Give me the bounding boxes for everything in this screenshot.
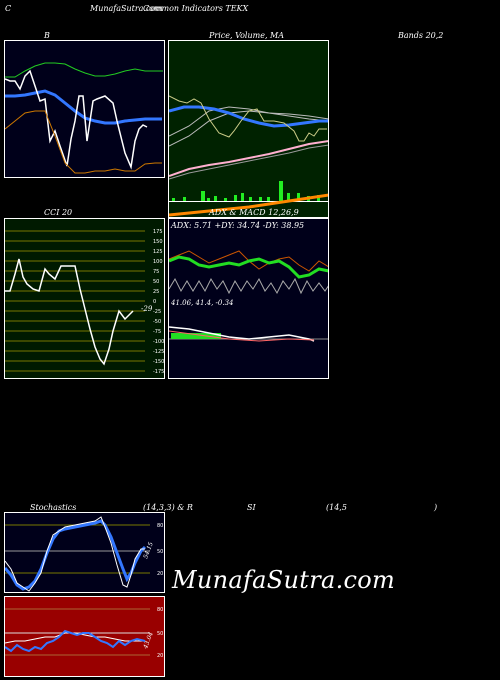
adx-svg: 41.06, 41.4, -0.34 xyxy=(169,250,328,342)
stoch-label-left: Stochastics xyxy=(30,503,77,512)
cci-tick: -150 xyxy=(153,359,164,365)
rsi-white-line xyxy=(5,632,145,644)
cci-tick: 25 xyxy=(153,289,159,295)
rsi-tick: 20 xyxy=(157,653,163,659)
volume-bar xyxy=(224,198,227,201)
stoch-tick: 20 xyxy=(157,571,163,577)
adx-values-text: ADX: 5.71 +DY: 34.74 -DY: 38.95 xyxy=(171,221,305,230)
cci-tick: 75 xyxy=(153,269,159,275)
stoch-d-line xyxy=(5,519,147,591)
ma-lower-gray-line xyxy=(169,144,328,180)
cci-tick: -75 xyxy=(153,329,161,335)
cci-tick: 125 xyxy=(153,249,163,255)
macd-signal-line xyxy=(169,330,315,342)
volume-bars xyxy=(172,181,320,201)
lower-band-line xyxy=(5,110,162,174)
rsi-tick: 50 xyxy=(157,631,163,637)
cci-value-label: -29 xyxy=(141,305,153,313)
rsi-value-label: 43.04 xyxy=(142,631,155,651)
rsi-tick: 80 xyxy=(157,607,163,613)
cci-chart: 175 150 125 100 75 50 25 0 -25 -50 -75 -… xyxy=(4,218,165,379)
adx-green-line xyxy=(169,255,328,279)
volume-bar xyxy=(279,181,283,201)
volume-bar xyxy=(172,198,175,201)
adx-white-line xyxy=(169,277,328,295)
macd-line xyxy=(169,326,315,342)
watermark: MunafaSutra.com xyxy=(172,566,396,594)
ma-blue-line xyxy=(169,105,328,128)
volume-bar xyxy=(259,197,262,201)
volume-bar xyxy=(297,193,300,201)
stoch-tick: 50 xyxy=(157,549,163,555)
cci-tick: -125 xyxy=(153,349,164,355)
volume-bar xyxy=(287,193,290,201)
volume-bar xyxy=(207,198,210,201)
price-svg xyxy=(169,95,328,217)
cci-tick: -50 xyxy=(153,319,161,325)
price-panel-label: Price, Volume, MA xyxy=(209,31,285,40)
volume-ma-line xyxy=(169,193,328,217)
cci-tick: 0 xyxy=(153,299,156,305)
rsi-close-label: ) xyxy=(434,503,438,512)
volume-baseline xyxy=(169,201,328,202)
macd-histogram xyxy=(171,333,221,339)
page-subtitle: Common Indicators TEKX xyxy=(143,4,249,13)
cci-gridlines xyxy=(5,230,145,372)
upper-band-line xyxy=(5,62,163,78)
rsi-params-label: (14,5 xyxy=(326,503,347,512)
volume-bar xyxy=(249,197,252,201)
cci-panel-label: CCI 20 xyxy=(44,208,73,217)
ma-lower-pink-line xyxy=(169,140,328,177)
macd-values-text: 41.06, 41.4, -0.34 xyxy=(170,299,233,307)
cci-line xyxy=(5,258,134,366)
bands-panel-label: B xyxy=(44,31,50,40)
cci-tick: 175 xyxy=(153,229,163,235)
price-volume-ma-chart xyxy=(168,40,329,218)
cci-tick: -100 xyxy=(153,339,164,345)
adx-panel-title: ADX & MACD 12,26,9 xyxy=(209,208,299,217)
cci-tick: 50 xyxy=(153,279,159,285)
bollinger-bands-chart xyxy=(4,40,165,178)
stoch-svg: 80 50 20 54.15 xyxy=(5,516,163,592)
rsi-chart: 80 50 20 43.04 xyxy=(4,596,165,677)
ma-long-line xyxy=(169,106,328,137)
volume-bar xyxy=(267,197,270,201)
volume-bar xyxy=(241,193,244,201)
cci-tick: -175 xyxy=(153,369,164,375)
volume-bar xyxy=(234,195,237,201)
price-close-line xyxy=(169,95,327,142)
bands-right-label: Bands 20,2 xyxy=(398,31,444,40)
rsi-svg: 80 50 20 43.04 xyxy=(5,607,163,659)
bands-svg xyxy=(5,62,163,174)
cci-ticks: 175 150 125 100 75 50 25 0 -25 -50 -75 -… xyxy=(153,229,164,375)
site-title[interactable]: MunafaSutra.com xyxy=(90,4,163,13)
rsi-blue-line xyxy=(5,629,146,653)
volume-bar xyxy=(214,196,217,201)
ma-medium-line xyxy=(169,110,328,147)
stochastics-chart: 80 50 20 54.15 xyxy=(4,512,165,593)
stoch-value-label: 54.15 xyxy=(142,541,155,560)
rsi-label: SI xyxy=(247,503,256,512)
adx-macd-chart: ADX: 5.71 +DY: 34.74 -DY: 38.95 41.06, 4… xyxy=(168,218,329,379)
price-line xyxy=(5,69,148,170)
cci-tick: 100 xyxy=(153,259,163,265)
volume-bar xyxy=(201,191,205,201)
stoch-tick: 80 xyxy=(157,523,163,529)
stoch-label-mid: (14,3,3) & R xyxy=(143,503,193,512)
cci-tick: -25 xyxy=(153,309,161,315)
volume-bar xyxy=(183,197,186,201)
cci-svg: 175 150 125 100 75 50 25 0 -25 -50 -75 -… xyxy=(5,229,164,375)
corner-letter: C xyxy=(5,4,12,13)
stoch-k-line xyxy=(5,516,145,592)
cci-tick: 150 xyxy=(153,239,163,245)
